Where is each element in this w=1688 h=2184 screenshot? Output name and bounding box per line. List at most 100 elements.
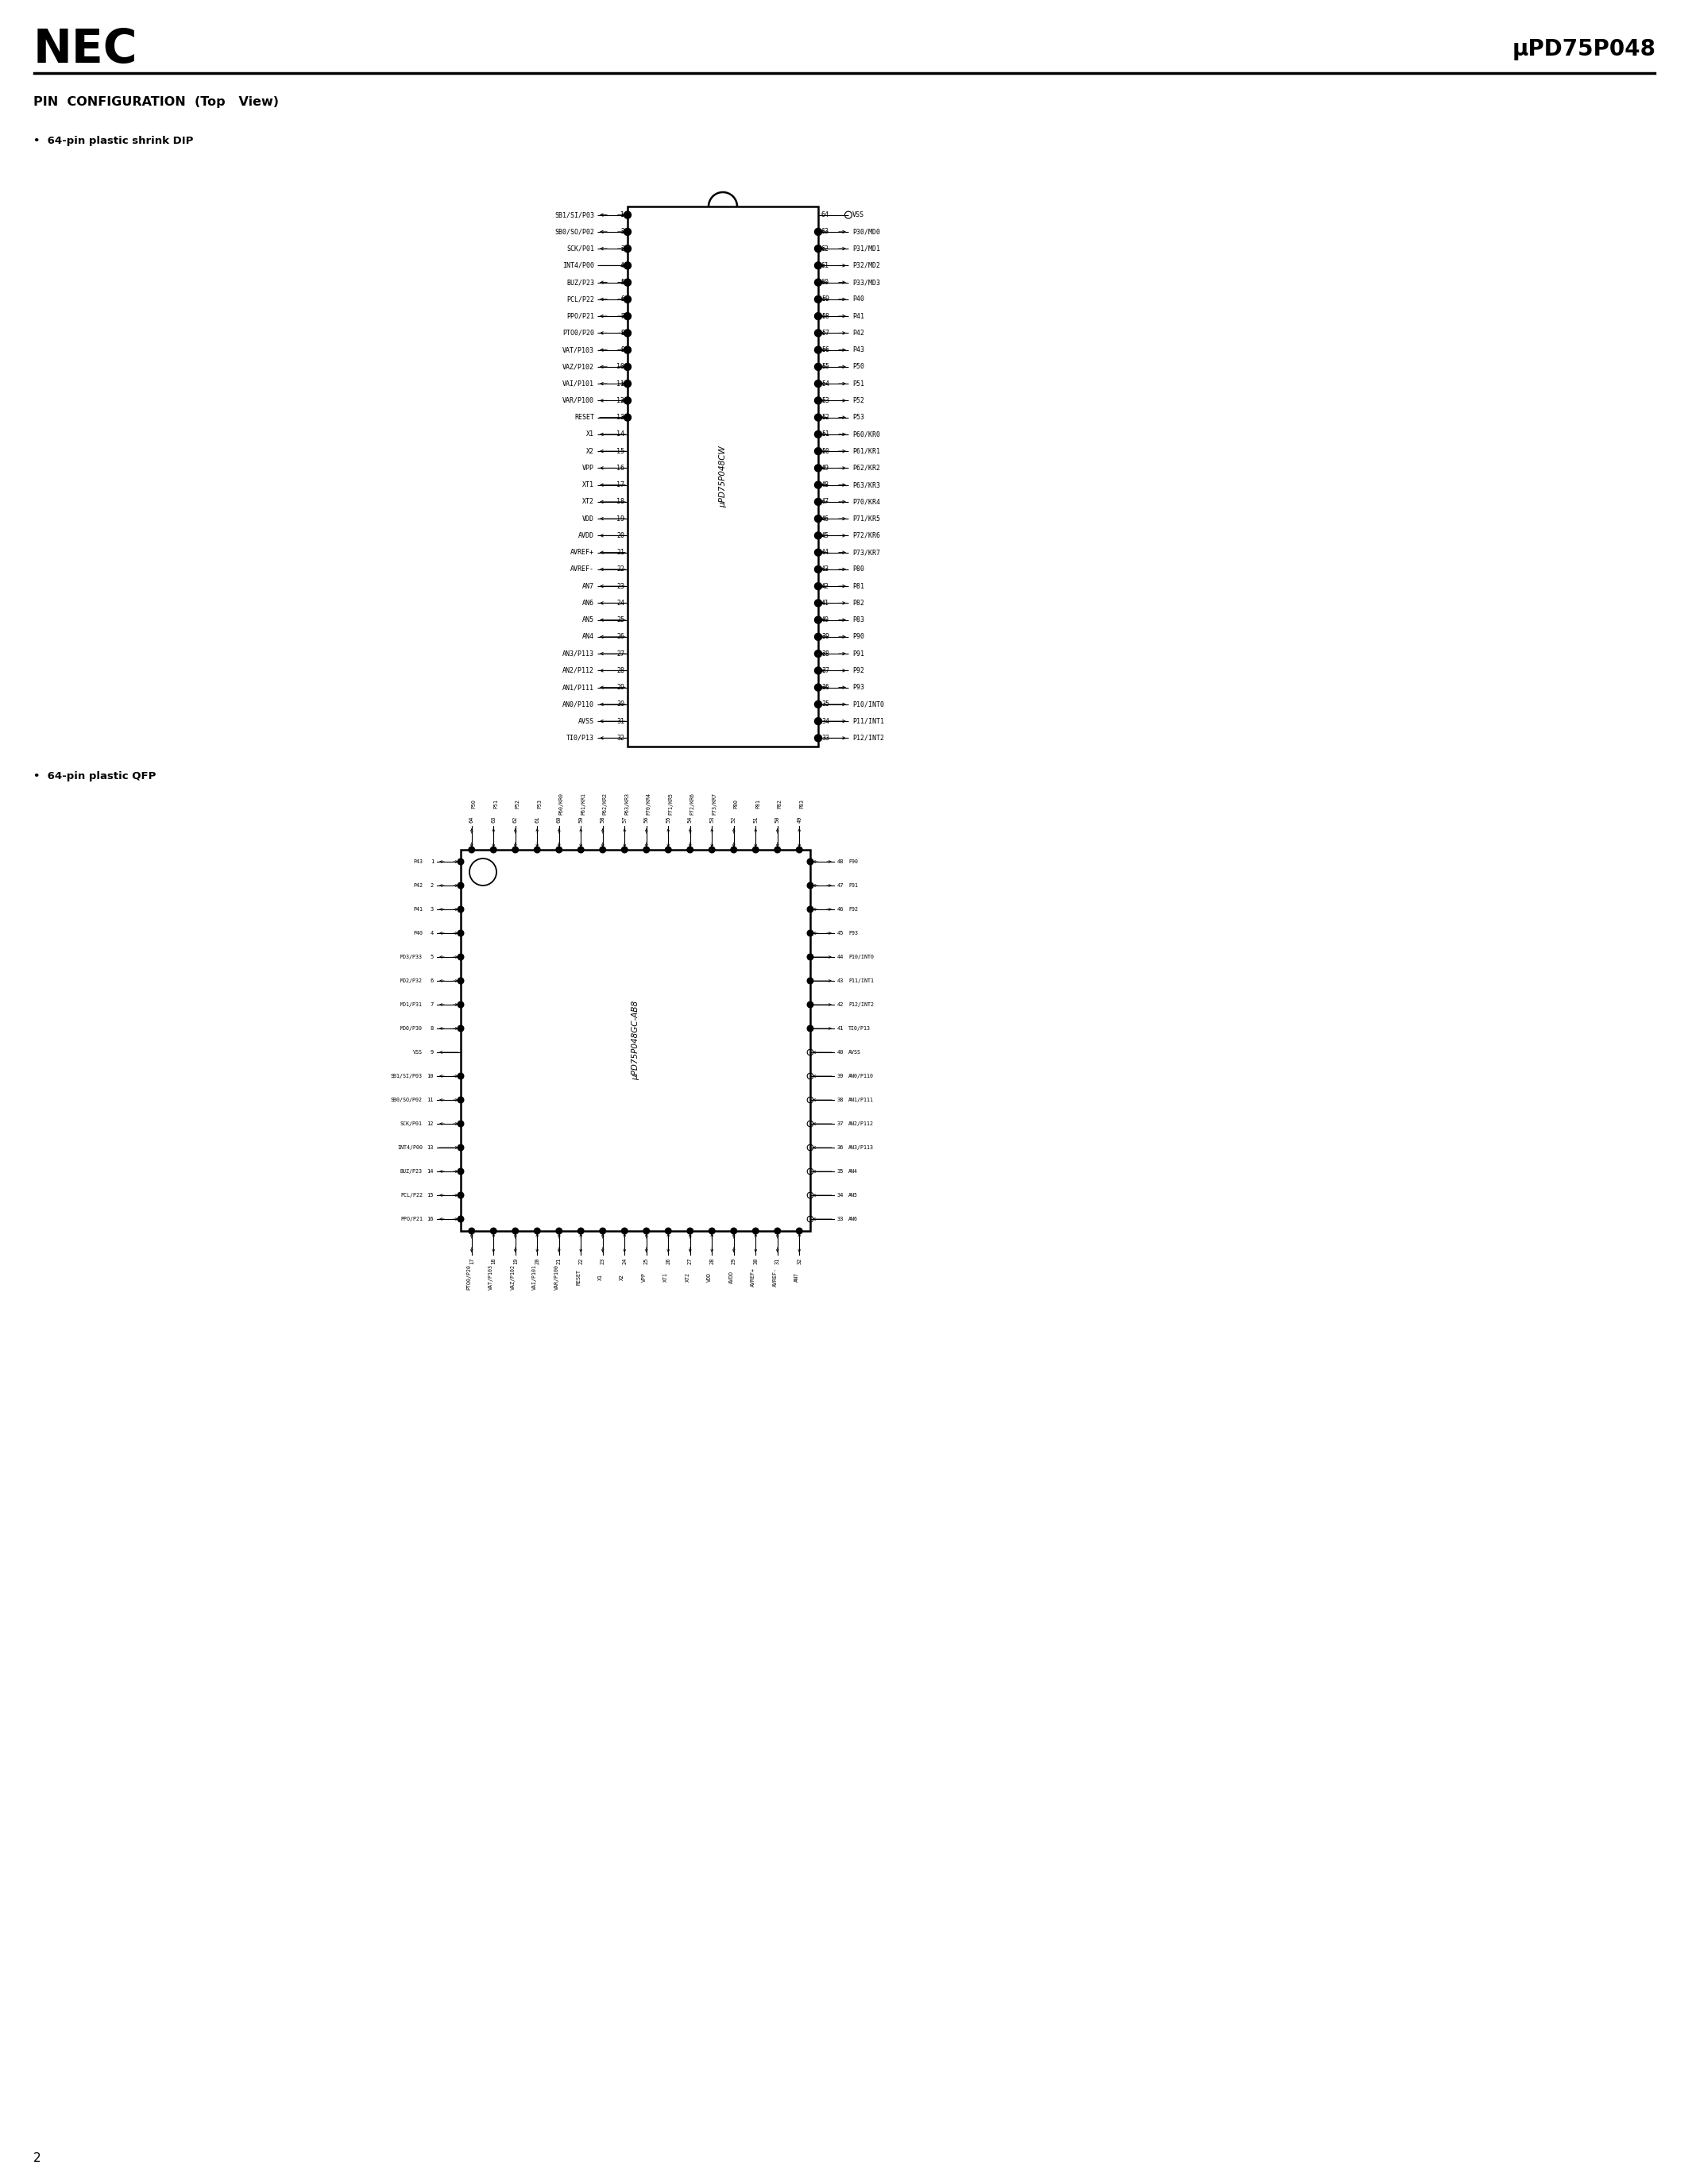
Text: P43: P43 <box>852 347 864 354</box>
Circle shape <box>815 719 822 725</box>
Text: P42: P42 <box>852 330 864 336</box>
Text: SB0/SO/P02: SB0/SO/P02 <box>554 229 594 236</box>
Text: 32: 32 <box>797 1258 802 1265</box>
Circle shape <box>665 1227 672 1234</box>
Text: 6: 6 <box>621 295 625 304</box>
Text: X2: X2 <box>619 1273 625 1280</box>
Text: 59: 59 <box>822 295 829 304</box>
Text: 41: 41 <box>837 1026 844 1031</box>
Text: AN3/P113: AN3/P113 <box>562 651 594 657</box>
Text: 21: 21 <box>557 1258 562 1265</box>
Bar <box>628 207 819 747</box>
Circle shape <box>709 1227 716 1234</box>
Text: 56: 56 <box>645 817 648 823</box>
Circle shape <box>709 847 716 852</box>
Text: 28: 28 <box>709 1258 714 1265</box>
Circle shape <box>753 1227 758 1234</box>
Text: AN6: AN6 <box>582 601 594 607</box>
Circle shape <box>513 1227 518 1234</box>
Text: 8: 8 <box>430 1026 434 1031</box>
Text: 42: 42 <box>822 583 829 590</box>
Text: 53: 53 <box>709 817 714 823</box>
Text: 41: 41 <box>822 601 829 607</box>
Circle shape <box>807 858 814 865</box>
Circle shape <box>457 1144 464 1151</box>
Circle shape <box>533 1227 540 1234</box>
Text: VAI/P101: VAI/P101 <box>562 380 594 387</box>
Circle shape <box>599 847 606 852</box>
Circle shape <box>815 684 822 690</box>
Text: 56: 56 <box>822 347 829 354</box>
Circle shape <box>731 847 736 852</box>
Circle shape <box>753 847 758 852</box>
Text: 33: 33 <box>837 1216 844 1221</box>
Circle shape <box>457 1168 464 1175</box>
Text: P91: P91 <box>849 882 858 889</box>
Text: P31/MD1: P31/MD1 <box>852 245 879 253</box>
Circle shape <box>687 847 694 852</box>
Bar <box>461 850 810 1232</box>
Text: 2: 2 <box>430 882 434 889</box>
Text: 19: 19 <box>616 515 625 522</box>
Text: P71/KR5: P71/KR5 <box>668 793 674 815</box>
Text: 49: 49 <box>797 817 802 823</box>
Text: 26: 26 <box>665 1258 670 1265</box>
Text: 13: 13 <box>427 1144 434 1151</box>
Circle shape <box>621 847 628 852</box>
Text: INT4/P00: INT4/P00 <box>397 1144 422 1151</box>
Text: P93: P93 <box>849 930 858 935</box>
Circle shape <box>815 262 822 269</box>
Text: 2: 2 <box>621 229 625 236</box>
Text: P73/KR7: P73/KR7 <box>852 548 879 557</box>
Text: MD1/P31: MD1/P31 <box>400 1002 422 1007</box>
Text: P12/INT2: P12/INT2 <box>849 1002 874 1007</box>
Text: 30: 30 <box>753 1258 758 1265</box>
Circle shape <box>807 882 814 889</box>
Text: P81: P81 <box>852 583 864 590</box>
Text: AN1/P111: AN1/P111 <box>562 684 594 690</box>
Text: 9: 9 <box>621 347 625 354</box>
Text: AN5: AN5 <box>849 1192 858 1197</box>
Text: AVREF+: AVREF+ <box>751 1267 756 1286</box>
Circle shape <box>815 380 822 387</box>
Text: AN6: AN6 <box>849 1216 858 1221</box>
Text: AVREF-: AVREF- <box>571 566 594 572</box>
Text: 46: 46 <box>837 906 844 911</box>
Circle shape <box>815 651 822 657</box>
Text: •  64-pin plastic shrink DIP: • 64-pin plastic shrink DIP <box>34 135 194 146</box>
Circle shape <box>815 616 822 625</box>
Text: 7: 7 <box>621 312 625 319</box>
Circle shape <box>625 312 631 319</box>
Circle shape <box>533 847 540 852</box>
Text: AN7: AN7 <box>795 1273 800 1282</box>
Circle shape <box>815 480 822 489</box>
Text: 36: 36 <box>837 1144 844 1151</box>
Circle shape <box>625 330 631 336</box>
Text: 25: 25 <box>645 1258 648 1265</box>
Circle shape <box>807 1002 814 1007</box>
Text: P93: P93 <box>852 684 864 690</box>
Circle shape <box>815 734 822 743</box>
Text: 29: 29 <box>731 1258 736 1265</box>
Circle shape <box>457 1120 464 1127</box>
Text: MD2/P32: MD2/P32 <box>400 978 422 983</box>
Text: MD0/P30: MD0/P30 <box>400 1026 422 1031</box>
Circle shape <box>625 229 631 236</box>
Circle shape <box>815 397 822 404</box>
Text: 21: 21 <box>616 548 625 557</box>
Text: P12/INT2: P12/INT2 <box>852 734 885 743</box>
Text: AN0/P110: AN0/P110 <box>849 1075 874 1079</box>
Text: P92: P92 <box>852 666 864 675</box>
Text: 23: 23 <box>616 583 625 590</box>
Circle shape <box>625 363 631 371</box>
Text: P43: P43 <box>414 858 422 865</box>
Circle shape <box>815 465 822 472</box>
Text: 16: 16 <box>616 465 625 472</box>
Text: P91: P91 <box>852 651 864 657</box>
Text: 22: 22 <box>579 1258 584 1265</box>
Text: AVDD: AVDD <box>579 533 594 539</box>
Text: P70/KR4: P70/KR4 <box>647 793 652 815</box>
Circle shape <box>457 1002 464 1007</box>
Circle shape <box>807 906 814 913</box>
Circle shape <box>815 330 822 336</box>
